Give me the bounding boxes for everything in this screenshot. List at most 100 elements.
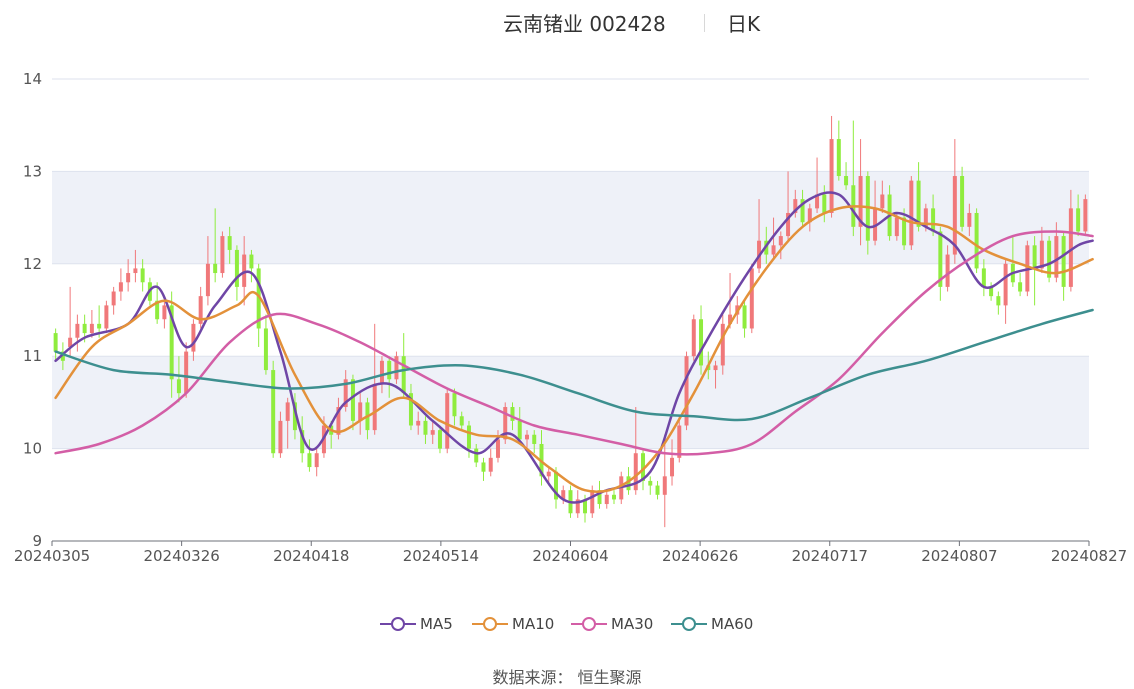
candle-body: [952, 176, 957, 255]
candle-body: [655, 485, 660, 495]
x-tick-label: 20240604: [532, 547, 608, 565]
grid-band: [52, 356, 1089, 449]
series-line-ma30: [54, 230, 1094, 456]
candle-body: [503, 407, 508, 440]
candle-body: [242, 254, 247, 287]
candle-body: [829, 139, 834, 213]
candle-body: [488, 457, 493, 472]
candle-body: [989, 286, 994, 297]
candle-body: [133, 268, 138, 274]
candle-body: [205, 263, 210, 297]
y-tick-label: 11: [23, 347, 42, 365]
y-tick-label: 14: [23, 70, 42, 88]
chart-title: 云南锗业 002428 日K: [0, 8, 1134, 38]
candle-body: [459, 416, 464, 426]
candle-body: [227, 236, 232, 250]
candle-body: [68, 337, 73, 347]
legend-label-ma5: MA5: [420, 615, 453, 633]
candle-body: [387, 360, 392, 380]
legend-item-ma10[interactable]: MA10: [472, 612, 554, 636]
candle-body: [314, 453, 319, 468]
candle-body: [249, 254, 254, 269]
candle-body: [677, 425, 682, 458]
candle-body: [423, 420, 428, 435]
legend: MA5 MA10 MA30 MA60: [0, 612, 1134, 636]
candle-body: [597, 490, 602, 505]
candle-body: [401, 356, 406, 394]
series-line-ma60: [54, 308, 1094, 422]
candle-body: [728, 314, 733, 324]
y-tick-label: 13: [23, 162, 42, 180]
candle-body: [176, 379, 181, 394]
candle-body: [981, 268, 986, 287]
candle-body: [75, 323, 80, 338]
candle-body: [155, 300, 160, 320]
candle-body: [844, 176, 849, 186]
candle-body: [89, 323, 94, 334]
candle-body: [220, 236, 225, 274]
candle-body: [641, 453, 646, 481]
candle-body: [466, 425, 471, 449]
legend-item-ma60[interactable]: MA60: [671, 612, 753, 636]
grid-band: [52, 171, 1089, 264]
candle-body: [684, 356, 689, 426]
candle-body: [1083, 199, 1088, 232]
candle-body: [350, 379, 355, 421]
candle-body: [307, 453, 312, 468]
candle-body: [1076, 208, 1081, 232]
candle-body: [670, 457, 675, 477]
candle-body: [691, 319, 696, 357]
candle-body: [104, 305, 109, 329]
candle-body: [495, 439, 500, 458]
candle-body: [604, 494, 609, 505]
candle-body: [1061, 236, 1066, 287]
candle-body: [292, 402, 297, 431]
candle-body: [923, 208, 928, 227]
candle-body: [822, 194, 827, 213]
stock-title: 云南锗业 002428: [503, 12, 666, 36]
candle-body: [285, 402, 290, 421]
candlestick-chart: 9 10 11 12 13 14 20240305 20240326 20240418 20240…: [14, 70, 1127, 565]
candle-body: [945, 254, 950, 287]
candle-body: [1068, 208, 1073, 287]
candle-body: [53, 333, 58, 352]
candle-body: [800, 199, 805, 223]
candle-body: [960, 176, 965, 227]
candle-body: [358, 402, 363, 421]
candle-body: [590, 490, 595, 514]
candle-body: [343, 379, 348, 408]
y-tick-label: 9: [32, 532, 42, 550]
candle-body: [815, 194, 820, 209]
candle-body: [633, 453, 638, 491]
candle-body: [1054, 236, 1059, 278]
candle-body: [648, 480, 653, 486]
candle-body: [372, 383, 377, 431]
legend-item-ma5[interactable]: MA5: [380, 612, 453, 636]
candle-body: [554, 471, 558, 500]
candle-body: [880, 194, 885, 209]
candle-body: [191, 323, 196, 352]
candle-body: [858, 176, 863, 227]
legend-item-ma30[interactable]: MA30: [571, 612, 653, 636]
candle-body: [793, 199, 798, 213]
legend-marker-ma5: [380, 617, 416, 631]
candle-body: [931, 208, 936, 232]
candle-body: [379, 360, 384, 384]
candle-body: [612, 494, 617, 500]
candle-body: [278, 420, 283, 454]
x-tick-label: 20240326: [143, 547, 219, 565]
x-tick-label: 20240305: [14, 547, 90, 565]
candle-body: [256, 268, 261, 329]
candle-body: [561, 490, 566, 500]
legend-marker-ma30: [571, 617, 607, 631]
x-tick-label: 20240827: [1051, 547, 1127, 565]
candle-body: [118, 282, 123, 292]
candle-body: [408, 393, 413, 426]
candle-body: [184, 351, 189, 394]
candle-body: [213, 263, 218, 274]
candle-body: [111, 291, 116, 306]
candle-body: [699, 319, 704, 366]
candle-body: [916, 180, 921, 227]
candle-body: [836, 139, 841, 177]
candle-body: [60, 351, 65, 361]
